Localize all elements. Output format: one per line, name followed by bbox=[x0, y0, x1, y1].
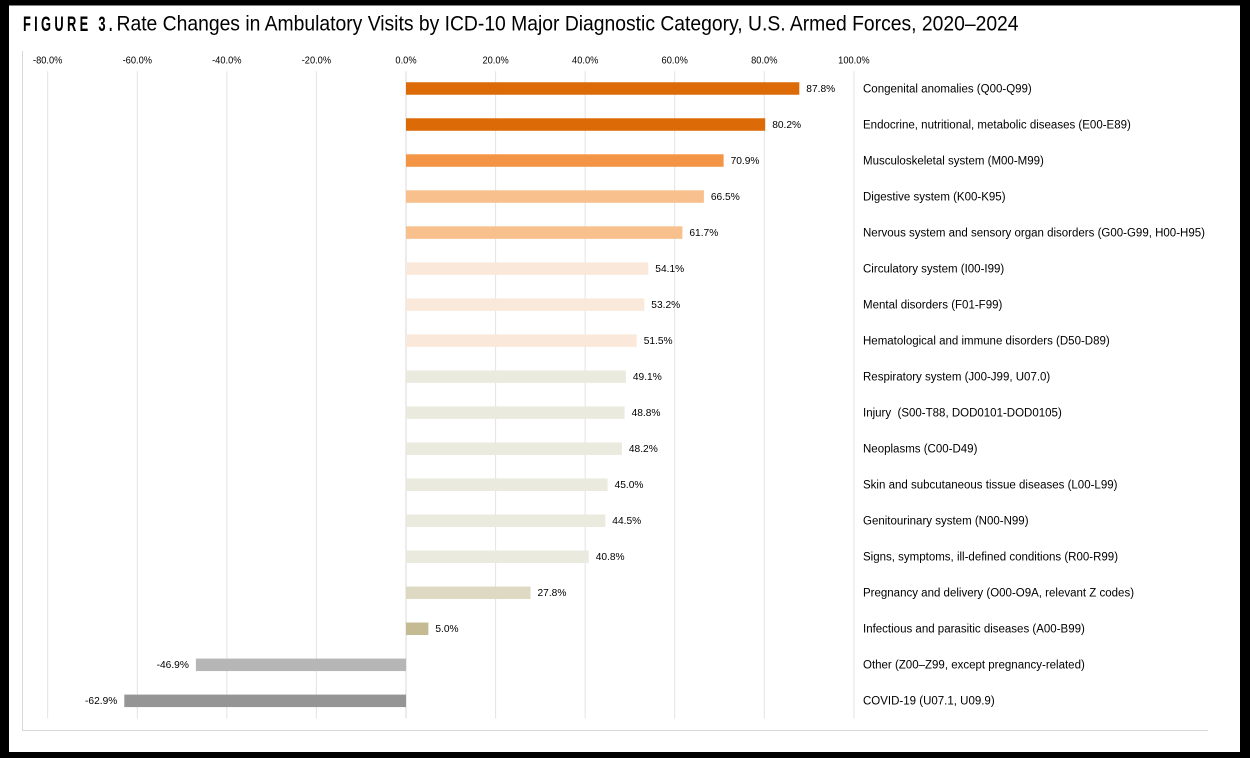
svg-text:Neoplasms (C00-D49): Neoplasms (C00-D49) bbox=[863, 444, 978, 456]
svg-text:Digestive system (K00-K95): Digestive system (K00-K95) bbox=[863, 191, 1006, 203]
svg-text:Skin and subcutaneous tissue d: Skin and subcutaneous tissue diseases (L… bbox=[863, 480, 1118, 492]
svg-text:40.8%: 40.8% bbox=[596, 552, 625, 563]
svg-text:100.0%: 100.0% bbox=[838, 55, 870, 67]
svg-text:70.9%: 70.9% bbox=[731, 156, 760, 167]
svg-text:Endocrine, nutritional, metabo: Endocrine, nutritional, metabolic diseas… bbox=[863, 119, 1131, 131]
svg-text:0.0%: 0.0% bbox=[395, 55, 416, 67]
svg-text:87.8%: 87.8% bbox=[806, 84, 835, 95]
svg-text:27.8%: 27.8% bbox=[538, 588, 567, 599]
svg-text:-60.0%: -60.0% bbox=[123, 55, 153, 67]
svg-text:FIGURE 3.: FIGURE 3. bbox=[23, 12, 116, 36]
svg-text:COVID-19 (U07.1, U09.9): COVID-19 (U07.1, U09.9) bbox=[863, 696, 995, 708]
svg-text:Nervous system and sensory org: Nervous system and sensory organ disorde… bbox=[863, 227, 1205, 239]
svg-text:61.7%: 61.7% bbox=[689, 228, 718, 239]
svg-text:Genitourinary system (N00-N99): Genitourinary system (N00-N99) bbox=[863, 516, 1029, 528]
svg-text:Infectious and parasitic disea: Infectious and parasitic diseases (A00-B… bbox=[863, 624, 1085, 636]
svg-text:5.0%: 5.0% bbox=[435, 624, 458, 635]
svg-text:-20.0%: -20.0% bbox=[302, 55, 332, 67]
svg-text:-80.0%: -80.0% bbox=[33, 55, 63, 67]
svg-text:49.1%: 49.1% bbox=[633, 372, 662, 383]
svg-text:Signs, symptoms, ill-defined c: Signs, symptoms, ill-defined conditions … bbox=[863, 552, 1118, 564]
svg-text:-46.9%: -46.9% bbox=[157, 660, 189, 671]
svg-text:Hematological and immune disor: Hematological and immune disorders (D50-… bbox=[863, 336, 1110, 348]
svg-text:48.2%: 48.2% bbox=[629, 444, 658, 455]
svg-text:Congenital anomalies (Q00-Q99): Congenital anomalies (Q00-Q99) bbox=[863, 83, 1032, 95]
svg-text:Circulatory system (I00-I99): Circulatory system (I00-I99) bbox=[863, 264, 1004, 276]
svg-text:Mental disorders (F01-F99): Mental disorders (F01-F99) bbox=[863, 300, 1002, 312]
svg-text:-40.0%: -40.0% bbox=[212, 55, 242, 67]
svg-text:45.0%: 45.0% bbox=[615, 480, 644, 491]
svg-text:53.2%: 53.2% bbox=[651, 300, 680, 311]
svg-text:-62.9%: -62.9% bbox=[85, 696, 117, 707]
svg-text:80.0%: 80.0% bbox=[751, 55, 778, 67]
svg-text:54.1%: 54.1% bbox=[655, 264, 684, 275]
svg-text:40.0%: 40.0% bbox=[572, 55, 599, 67]
svg-text:48.8%: 48.8% bbox=[632, 408, 661, 419]
svg-text:Musculoskeletal system (M00-M9: Musculoskeletal system (M00-M99) bbox=[863, 155, 1044, 167]
svg-text:Injury (S00-T88, DOD0101-DOD0: Injury (S00-T88, DOD0101-DOD0105) bbox=[863, 408, 1062, 420]
svg-text:Rate Changes in Ambulatory Vis: Rate Changes in Ambulatory Visits by ICD… bbox=[117, 13, 1019, 36]
svg-text:44.5%: 44.5% bbox=[612, 516, 641, 527]
svg-text:Pregnancy and delivery (O00-O9: Pregnancy and delivery (O00-O9A, relevan… bbox=[863, 588, 1134, 600]
svg-text:Other (Z00–Z99, except pregnan: Other (Z00–Z99, except pregnancy-related… bbox=[863, 660, 1085, 672]
svg-text:Respiratory system (J00-J99, U: Respiratory system (J00-J99, U07.0) bbox=[863, 372, 1050, 384]
svg-text:60.0%: 60.0% bbox=[662, 55, 689, 67]
svg-text:66.5%: 66.5% bbox=[711, 192, 740, 203]
svg-text:20.0%: 20.0% bbox=[482, 55, 509, 67]
svg-text:51.5%: 51.5% bbox=[644, 336, 673, 347]
svg-text:80.2%: 80.2% bbox=[772, 120, 801, 131]
